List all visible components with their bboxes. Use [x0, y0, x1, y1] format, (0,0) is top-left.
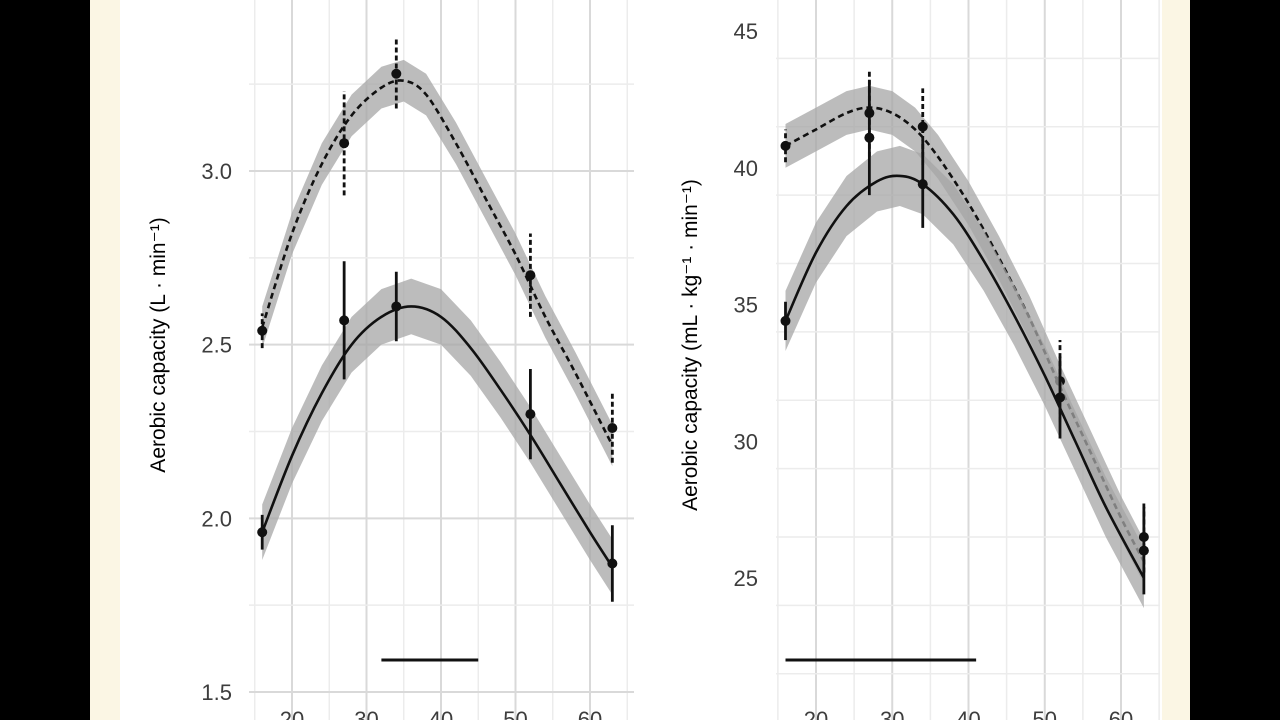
data-point: [525, 270, 536, 281]
confidence-band: [262, 278, 613, 595]
y-tick-label: 30: [734, 429, 758, 454]
y-axis-label: Aerobic capacity (L · min⁻¹): [147, 217, 170, 472]
data-point: [1138, 545, 1149, 556]
series-2: [257, 261, 618, 602]
data-point: [257, 325, 268, 336]
data-point: [780, 140, 791, 151]
data-point: [607, 423, 618, 434]
data-point: [917, 121, 928, 132]
x-tick-labels: 20 30 40 50 60: [280, 707, 602, 720]
figure-canvas: [120, 0, 1162, 720]
series-2: [780, 80, 1149, 609]
x-tick-label: 20: [804, 707, 828, 720]
x-tick-label: 50: [503, 707, 527, 720]
fit-line-solid: [784, 174, 1146, 579]
x-tick-labels: 20 30 40 50 60: [804, 707, 1133, 720]
data-point: [864, 132, 875, 143]
data-point: [339, 138, 350, 149]
x-tick-label: 30: [354, 707, 378, 720]
data-point: [525, 409, 536, 420]
x-tick-label: 40: [956, 707, 980, 720]
chart-1: 1.5 2.0 2.5 3.0 20 30 40 50 60 Aerobic capacity (…: [147, 0, 634, 720]
left-page-margin: [90, 0, 120, 720]
chart-2: 25 30 35 40 45 20 30 40 50 60 Aerobic capacity (mL…: [679, 0, 1160, 720]
y-tick-label: 2.0: [201, 506, 232, 531]
x-tick-label: 60: [1109, 707, 1133, 720]
data-point: [339, 315, 350, 326]
y-tick-label: 3.0: [201, 159, 232, 184]
y-axis-label: Aerobic capacity (mL · kg⁻¹ · min⁻¹): [679, 179, 702, 511]
data-point: [917, 179, 928, 190]
x-tick-label: 60: [578, 707, 602, 720]
data-point: [607, 558, 618, 569]
fit-line-dashed: [260, 79, 614, 446]
right-page-margin: [1162, 0, 1190, 720]
y-tick-labels: 25 30 35 40 45: [734, 19, 758, 591]
y-tick-label: 40: [734, 156, 758, 181]
x-tick-label: 30: [880, 707, 904, 720]
y-tick-label: 1.5: [201, 680, 232, 705]
y-tick-labels: 1.5 2.0 2.5 3.0: [201, 159, 232, 705]
data-point: [1055, 392, 1065, 403]
data-point: [391, 301, 402, 312]
data-point: [391, 68, 402, 79]
y-tick-label: 25: [734, 566, 758, 591]
data-point: [780, 315, 791, 326]
confidence-band: [785, 85, 1144, 584]
x-tick-label: 40: [429, 707, 453, 720]
fit-line-solid: [260, 305, 614, 568]
y-tick-label: 35: [734, 293, 758, 318]
confidence-band: [785, 145, 1144, 609]
y-tick-label: 45: [734, 19, 758, 44]
data-point: [257, 527, 268, 538]
y-tick-label: 2.5: [201, 333, 232, 358]
series-1: [257, 39, 618, 467]
x-tick-label: 50: [1033, 707, 1057, 720]
x-tick-label: 20: [280, 707, 304, 720]
